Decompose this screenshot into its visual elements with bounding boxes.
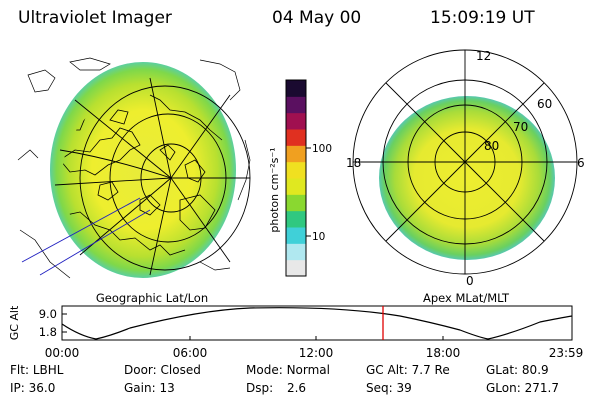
polar-grid — [352, 49, 578, 275]
outer-coastlines — [17, 57, 251, 279]
mlt-label-12: 12 — [476, 49, 491, 63]
colorbar: 100 10 photon cm⁻²s⁻¹ — [268, 79, 332, 277]
glon-status: GLon: 271.7 — [486, 381, 559, 395]
seq-label: Seq: — [366, 381, 393, 395]
ip-value: 36.0 — [28, 381, 56, 395]
gcalt-value: 7.7 Re — [411, 363, 450, 377]
ip-status: IP: 36.0 — [10, 381, 55, 395]
alt-xtick-2359: 23:59 — [549, 346, 584, 360]
ip-label: IP: — [10, 381, 25, 395]
instrument-title: Ultraviolet Imager — [18, 8, 172, 28]
mlt-label-18: 18 — [346, 156, 361, 170]
date-label: 04 May 00 — [272, 8, 362, 28]
colorbar-segment — [286, 129, 306, 146]
mlat-label-60: 60 — [537, 97, 552, 111]
terminator-lines — [21, 197, 151, 276]
glat-value: 80.9 — [521, 363, 549, 377]
magnetic-caption: Apex MLat/MLT — [423, 291, 510, 305]
glat-status: GLat: 80.9 — [486, 363, 549, 377]
aurora-image-geographic — [50, 62, 236, 278]
mlt-label-6: 6 — [577, 156, 585, 170]
colorbar-segment — [286, 227, 306, 244]
colorbar-segment — [286, 145, 306, 163]
glat-label: GLat: — [486, 363, 519, 377]
colorbar-ticklabel-100: 100 — [312, 143, 332, 155]
dsp-status: Dsp: 2.6 — [246, 381, 306, 395]
alt-ytick-9: 9.0 — [39, 307, 57, 321]
altitude-curve — [61, 307, 573, 340]
mode-label: Mode: — [246, 363, 283, 377]
seq-status: Seq: 39 — [366, 381, 412, 395]
magnetic-polar-panel: 12 18 6 0 60 70 80 — [346, 49, 585, 288]
dsp-value: 2.6 — [286, 381, 307, 395]
gcalt-status: GC Alt: 7.7 Re — [366, 363, 450, 377]
geographic-caption: Geographic Lat/Lon — [96, 291, 208, 305]
filter-status: Flt: LBHL — [10, 363, 63, 377]
mlt-label-0: 0 — [466, 274, 474, 288]
mlat-label-70: 70 — [513, 120, 528, 134]
colorbar-segment — [286, 80, 306, 97]
geographic-map-panel — [17, 57, 251, 279]
door-label: Door: — [124, 363, 157, 377]
glon-value: 271.7 — [524, 381, 559, 395]
aurora-image-magnetic — [379, 96, 555, 260]
dsp-label: Dsp: — [246, 381, 274, 395]
seq-value: 39 — [396, 381, 412, 395]
colorbar-segment — [286, 210, 306, 228]
colorbar-ticklabel-10: 10 — [312, 231, 325, 243]
filter-label: Flt: — [10, 363, 29, 377]
gain-status: Gain: 13 — [124, 381, 175, 395]
colorbar-unit-label: photon cm⁻²s⁻¹ — [268, 147, 281, 232]
door-value: Closed — [160, 363, 201, 377]
alt-xtick-0000: 00:00 — [45, 346, 80, 360]
alt-ytick-1.8: 1.8 — [39, 325, 57, 339]
colorbar-segment — [286, 259, 306, 277]
glon-label: GLon: — [486, 381, 521, 395]
alt-xtick-0600: 06:00 — [173, 346, 208, 360]
colorbar-frame — [285, 79, 307, 277]
gain-value: 13 — [159, 381, 175, 395]
gcalt-label: GC Alt: — [366, 363, 408, 377]
colorbar-segment — [286, 243, 306, 261]
gain-label: Gain: — [124, 381, 156, 395]
filter-value: LBHL — [32, 363, 64, 377]
time-label: 15:09:19 UT — [430, 8, 535, 28]
mlat-label-80: 80 — [484, 139, 499, 153]
alt-ylabel: GC Alt — [8, 305, 21, 340]
colorbar-segment — [286, 194, 306, 212]
alt-xtick-1800: 18:00 — [426, 346, 461, 360]
colorbar-segment — [286, 161, 306, 179]
alt-xtick-1200: 12:00 — [299, 346, 334, 360]
door-status: Door: Closed — [124, 363, 201, 377]
timeline-frame — [61, 305, 573, 341]
altitude-timeline-panel: 9.0 1.8 GC Alt 00:00 06:00 12:00 18:00 2… — [8, 305, 583, 360]
mode-status: Mode: Normal — [246, 363, 330, 377]
mode-value: Normal — [286, 363, 330, 377]
colorbar-segment — [286, 112, 306, 130]
colorbar-segment — [286, 178, 306, 195]
colorbar-segment — [286, 96, 306, 114]
